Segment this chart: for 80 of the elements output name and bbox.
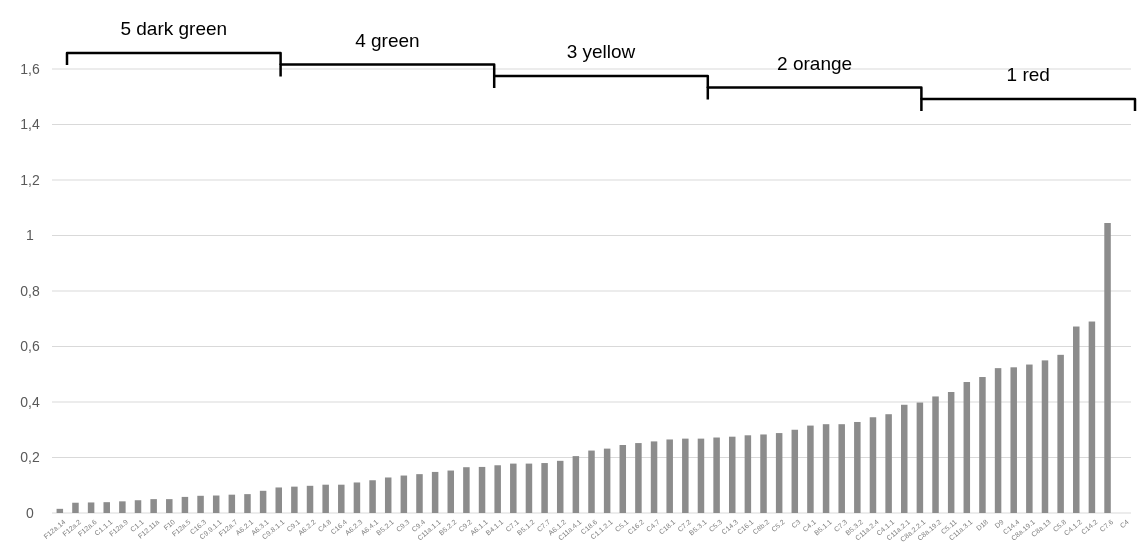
bar: [603, 448, 611, 513]
bar: [150, 499, 157, 513]
bar: [556, 460, 564, 513]
bar: [259, 490, 267, 513]
bar: [103, 502, 110, 513]
bar: [384, 477, 392, 513]
bar: [1010, 367, 1017, 513]
bar: [510, 463, 517, 513]
bar: [932, 396, 939, 513]
bar: [275, 487, 282, 513]
bar: [901, 404, 908, 513]
text: 3 yellow: [566, 41, 636, 62]
bar: [963, 382, 971, 513]
bar: [713, 437, 720, 513]
text: 5 dark green: [120, 18, 228, 39]
bar: [478, 466, 486, 513]
bar: [416, 474, 423, 513]
bar: [166, 499, 173, 513]
bar: [791, 429, 799, 513]
y-tick-label: 0,8: [20, 282, 40, 299]
bar: [1041, 360, 1049, 513]
bar: [1104, 223, 1111, 513]
bar: [431, 471, 439, 513]
bar: [807, 425, 814, 513]
bar: [400, 475, 408, 513]
bar: [494, 465, 501, 513]
y-tick-label: 1: [26, 227, 35, 244]
bar: [525, 463, 533, 513]
bar: [588, 450, 595, 513]
bar: [682, 438, 689, 513]
bar: [869, 417, 877, 513]
bar: [947, 392, 955, 513]
y-tick-label: 1,6: [20, 60, 40, 77]
bar: [244, 494, 251, 513]
bar: [885, 414, 892, 513]
bar: [134, 500, 142, 513]
annotation: 1 red: [1006, 64, 1050, 85]
y-tick-label: 1,4: [20, 116, 40, 133]
annotation: 2 orange: [777, 52, 853, 74]
y-tick-label: 0: [26, 504, 35, 521]
bar: [697, 438, 705, 513]
bar: [1026, 364, 1033, 513]
bar: [744, 435, 752, 513]
bar: [228, 494, 236, 513]
bar: [338, 484, 345, 513]
bar: [760, 434, 767, 513]
bar: [369, 480, 376, 513]
bar: [728, 436, 736, 513]
bar: [447, 470, 455, 513]
bar: [353, 482, 361, 513]
bar: [119, 501, 126, 513]
bar: [463, 467, 470, 513]
bar: [775, 433, 783, 513]
bar: [1088, 321, 1096, 513]
bar: [306, 485, 314, 513]
bar: [181, 496, 189, 513]
bar: [291, 486, 298, 513]
bar: [572, 456, 580, 513]
bar: [619, 445, 627, 513]
bar: [1073, 326, 1080, 513]
bar: [822, 424, 830, 513]
bar: [979, 377, 986, 513]
bar: [72, 502, 79, 513]
bar: [854, 421, 861, 513]
bar: [916, 402, 924, 513]
y-tick-label: 0,6: [20, 338, 40, 355]
bar: [541, 463, 548, 513]
y-tick-label: 0,4: [20, 393, 40, 410]
bar: [994, 368, 1002, 513]
text: 4 green: [355, 29, 420, 51]
bar: [87, 502, 95, 513]
bar: [635, 443, 642, 513]
y-tick-label: 0,2: [20, 449, 40, 466]
bar: [838, 424, 845, 513]
bar: [1057, 354, 1064, 513]
y-tick-label: 1,2: [20, 171, 40, 188]
bar: [322, 484, 329, 513]
bar: [650, 441, 658, 513]
bar: [666, 439, 673, 513]
bar: [197, 495, 204, 513]
